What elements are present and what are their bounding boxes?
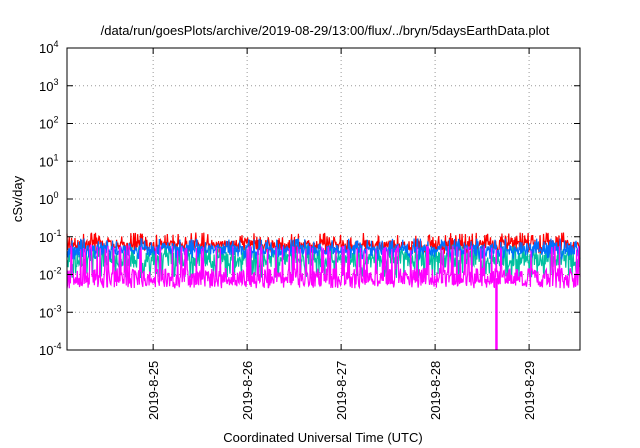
tick-labels: 10-4 10-3 10-2 10-1 100 101 102 103 104 2019-8-25… bbox=[39, 39, 537, 420]
x-tick-label: 2019-8-26 bbox=[240, 361, 255, 420]
x-tick-label: 2019-8-25 bbox=[146, 361, 161, 420]
x-tick-label: 2019-8-29 bbox=[522, 361, 537, 420]
chart-title: /data/run/goesPlots/archive/2019-08-29/1… bbox=[101, 23, 550, 38]
y-tick-label: 100 bbox=[39, 190, 58, 207]
y-axis-label: cSv/day bbox=[10, 175, 25, 222]
grid bbox=[67, 48, 580, 350]
x-axis-label: Coordinated Universal Time (UTC) bbox=[223, 430, 422, 445]
y-tick-label: 10-1 bbox=[39, 228, 61, 245]
y-tick-label: 10-2 bbox=[39, 266, 61, 283]
ticks bbox=[67, 47, 580, 351]
series-line bbox=[66, 243, 581, 290]
y-tick-label: 102 bbox=[39, 115, 58, 132]
y-tick-label: 101 bbox=[39, 152, 58, 169]
x-tick-label: 2019-8-27 bbox=[334, 361, 349, 420]
y-tick-label: 104 bbox=[39, 39, 58, 56]
y-tick-label: 10-4 bbox=[39, 341, 61, 358]
y-tick-label: 10-3 bbox=[39, 303, 61, 320]
y-tick-label: 103 bbox=[39, 77, 58, 94]
x-tick-label: 2019-8-28 bbox=[428, 361, 443, 420]
series-group bbox=[66, 232, 581, 350]
